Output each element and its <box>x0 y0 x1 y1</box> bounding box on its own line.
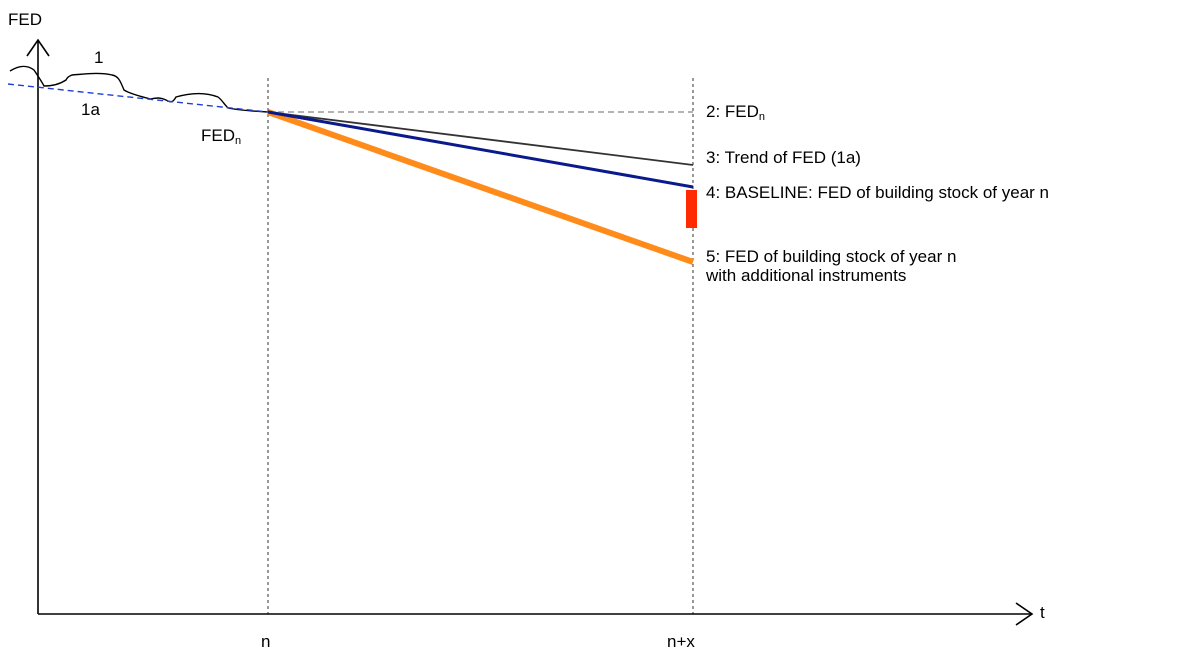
y-axis-label: FED <box>8 10 42 29</box>
fed-n-label-base: FED <box>201 126 235 145</box>
actual-fed-curve <box>9 65 269 113</box>
baseline-line <box>267 110 694 189</box>
x-tick-n-plus-x: n+x <box>667 632 695 651</box>
historical-trend-line <box>7 83 269 113</box>
legend-item-5-line1: 5: FED of building stock of year n <box>706 247 957 266</box>
actual-curve-label: 1 <box>94 48 104 67</box>
x-axis-arrowhead <box>1015 602 1034 626</box>
y-axis-arrowhead <box>26 38 50 57</box>
trend-projection-line <box>267 111 694 166</box>
x-axis-label: t <box>1040 603 1045 622</box>
legend-item-2: 2: FEDn <box>706 102 765 127</box>
savings-bar <box>686 190 697 228</box>
additional-instruments-line <box>267 109 694 265</box>
legend-item-3: 3: Trend of FED (1a) <box>706 148 861 167</box>
legend-item-4: 4: BASELINE: FED of building stock of ye… <box>706 183 1049 202</box>
legend-item-2-subscript: n <box>758 111 766 123</box>
fed-n-label-subscript: n <box>235 135 242 147</box>
trend-curve-label: 1a <box>81 100 100 119</box>
x-tick-n: n <box>261 632 271 651</box>
fed-n-label: FEDn <box>201 126 241 151</box>
legend-item-2-text: 2: FED <box>706 102 759 121</box>
legend-item-5-line2: with additional instruments <box>706 266 907 285</box>
